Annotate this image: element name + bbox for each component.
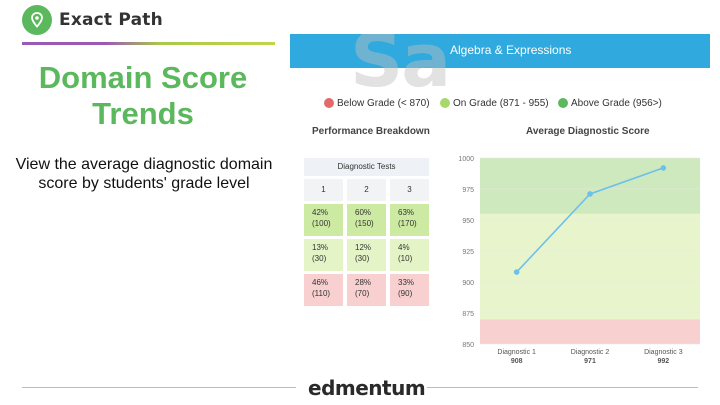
red-dot-icon (324, 98, 334, 108)
x-value-label: 971 (584, 358, 596, 365)
panel-header: Algebra & Expressions (290, 34, 710, 68)
y-tick-label: 875 (462, 311, 474, 318)
logo-text: Exact Path (59, 10, 163, 30)
slide-subtitle: View the average diagnostic domain score… (15, 156, 273, 192)
y-tick-label: 850 (462, 342, 474, 349)
legend-label: Below Grade (< 870) (337, 97, 430, 109)
y-tick-label: 950 (462, 218, 474, 225)
x-tick-label: Diagnostic 2 (571, 349, 610, 356)
table-row-above-grade: 42% (100) 60% (150) 63% (170) (304, 204, 429, 236)
table-cell: 4% (10) (390, 239, 429, 271)
data-point (660, 165, 667, 171)
column-header: 2 (347, 179, 386, 201)
table-header: Diagnostic Tests (304, 158, 429, 176)
average-score-chart: 1000 975 950 925 900 875 850 Diagnostic 1 908 Dia… (458, 156, 700, 365)
performance-breakdown-label: Performance Breakdown (312, 126, 430, 137)
edmentum-logo: edmentum (306, 376, 428, 400)
header-divider (22, 42, 275, 45)
data-point (587, 191, 593, 197)
column-header: 1 (304, 179, 343, 201)
table-cell: 28% (70) (347, 274, 386, 306)
legend-label: Above Grade (956>) (571, 97, 662, 109)
y-tick-label: 975 (462, 187, 474, 194)
legend-below-grade: Below Grade (< 870) (324, 96, 430, 110)
green-dot-icon (558, 98, 568, 108)
table-cell: 63% (170) (390, 204, 429, 236)
legend-above-grade: Above Grade (956>) (558, 96, 662, 110)
table-cell: 13% (30) (304, 239, 343, 271)
table-row-on-grade: 13% (30) 12% (30) 4% (10) (304, 239, 429, 271)
column-header: 3 (390, 179, 429, 201)
y-tick-label: 900 (462, 280, 474, 287)
legend-on-grade: On Grade (871 - 955) (440, 96, 549, 110)
performance-table: Diagnostic Tests 1 2 3 42% (100) 60% (150)… (304, 158, 429, 309)
chart-band-0 (480, 319, 700, 344)
footer-divider-left (22, 387, 296, 388)
table-cell: 46% (110) (304, 274, 343, 306)
slide-title: Domain Score Trends (38, 60, 248, 131)
table-header-row: 1 2 3 (304, 179, 429, 201)
table-row-below-grade: 46% (110) 28% (70) 33% (90) (304, 274, 429, 306)
y-tick-label: 925 (462, 249, 474, 256)
chart-band-1 (480, 213, 700, 320)
x-tick-label: Diagnostic 1 (497, 349, 536, 356)
report-screenshot: Algebra & Expressions Sa Below Grade (< … (290, 34, 710, 379)
x-value-label: 908 (511, 358, 523, 365)
data-point (513, 269, 520, 275)
light-green-dot-icon (440, 98, 450, 108)
table-cell: 42% (100) (304, 204, 343, 236)
x-value-label: 992 (657, 358, 669, 365)
table-cell: 12% (30) (347, 239, 386, 271)
legend-label: On Grade (871 - 955) (453, 97, 549, 109)
exact-path-logo: Exact Path (22, 5, 163, 35)
watermark: Sa (350, 34, 451, 104)
table-cell: 33% (90) (390, 274, 429, 306)
average-score-label: Average Diagnostic Score (526, 126, 650, 137)
map-pin-icon (22, 5, 52, 35)
x-tick-label: Diagnostic 3 (644, 349, 683, 356)
y-tick-label: 1000 (458, 156, 474, 163)
footer-divider-right (420, 387, 698, 388)
chart-band-2 (480, 158, 700, 214)
table-cell: 60% (150) (347, 204, 386, 236)
domain-title: Algebra & Expressions (450, 43, 572, 57)
